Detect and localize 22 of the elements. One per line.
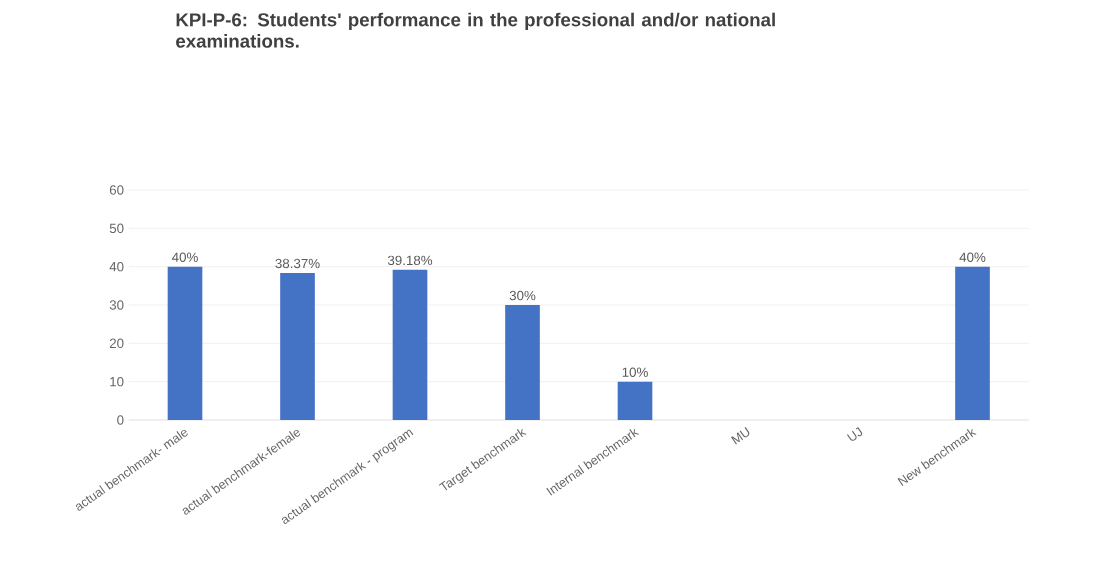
data-label: 10%: [622, 367, 648, 377]
y-tick-label: 30: [109, 300, 124, 310]
x-tick-label: UJ: [846, 427, 863, 441]
bar: [955, 266, 990, 420]
y-tick-label: 20: [109, 338, 124, 349]
bar: [167, 266, 203, 420]
y-tick-label: 40: [109, 261, 124, 272]
y-tick-label: 50: [109, 223, 124, 234]
data-label: 30%: [509, 290, 536, 301]
chart-title: KPI-P-6: Students' performance in the professional and/or national examinations.: [176, 12, 775, 48]
bar: [392, 269, 428, 420]
data-label: 40%: [171, 252, 198, 262]
data-label: 40%: [959, 252, 986, 262]
bar: [280, 272, 315, 420]
bar: [505, 304, 540, 420]
y-tick-label: 0: [117, 415, 124, 425]
data-label: 39.18%: [387, 255, 433, 266]
data-label: 38.37%: [275, 258, 320, 269]
y-tick-label: 60: [109, 185, 124, 195]
x-tick-label: MU: [731, 427, 750, 445]
y-tick-label: 10: [110, 376, 124, 387]
bar: [617, 381, 653, 420]
